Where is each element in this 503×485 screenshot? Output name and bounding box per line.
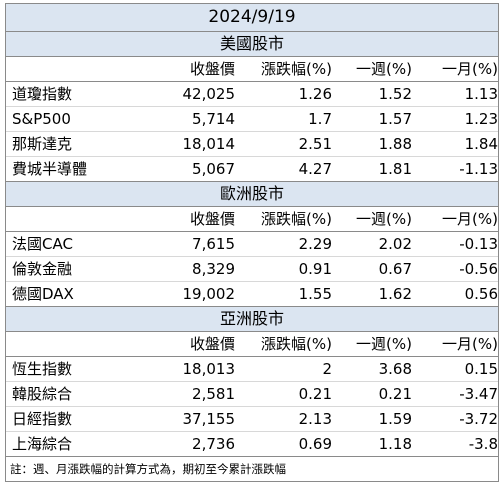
header-change: 漲跌幅(%) xyxy=(261,60,332,78)
header-month: 一月(%) xyxy=(442,335,498,353)
header-close: 收盤價 xyxy=(189,210,235,228)
index-name: 德國DAX xyxy=(12,285,74,303)
index-name: 法國CAC xyxy=(12,235,73,253)
week-value: 1.52 xyxy=(378,85,412,103)
table-row: 那斯達克 18,014 2.51 1.88 1.84 xyxy=(6,132,498,157)
week-value: 1.81 xyxy=(378,160,412,178)
column-header-row: 收盤價 漲跌幅(%) 一週(%) 一月(%) xyxy=(6,207,498,232)
header-blank xyxy=(6,332,134,356)
close-value: 37,155 xyxy=(182,410,236,428)
close-value: 8,329 xyxy=(192,260,235,278)
column-header-row: 收盤價 漲跌幅(%) 一週(%) 一月(%) xyxy=(6,332,498,357)
table-row: 法國CAC 7,615 2.29 2.02 -0.13 xyxy=(6,232,498,257)
index-name: 倫敦金融 xyxy=(12,260,73,278)
table-row: 恆生指數 18,013 2 3.68 0.15 xyxy=(6,357,498,382)
month-value: -1.13 xyxy=(459,160,498,178)
week-value: 1.18 xyxy=(378,435,412,453)
index-name: 上海綜合 xyxy=(12,435,73,453)
table-row: 德國DAX 19,002 1.55 1.62 0.56 xyxy=(6,282,498,306)
week-value: 1.57 xyxy=(378,110,412,128)
header-week: 一週(%) xyxy=(356,335,412,353)
week-value: 2.02 xyxy=(378,235,412,253)
header-blank xyxy=(6,57,134,81)
month-value: -3.47 xyxy=(459,385,498,403)
section-title-europe: 歐洲股市 xyxy=(6,181,498,207)
index-name: 那斯達克 xyxy=(12,135,73,153)
table-row: S&P500 5,714 1.7 1.57 1.23 xyxy=(6,107,498,132)
month-value: -3.8 xyxy=(468,435,498,453)
index-name: 韓股綜合 xyxy=(12,385,73,403)
close-value: 5,714 xyxy=(192,110,235,128)
section-title-asia: 亞洲股市 xyxy=(6,306,498,332)
week-value: 0.67 xyxy=(378,260,412,278)
month-value: -0.13 xyxy=(459,235,498,253)
header-change: 漲跌幅(%) xyxy=(261,335,332,353)
change-value: 1.7 xyxy=(308,110,332,128)
index-name: 恆生指數 xyxy=(12,360,73,378)
change-value: 1.26 xyxy=(298,85,332,103)
month-value: 1.84 xyxy=(464,135,498,153)
close-value: 2,581 xyxy=(192,385,235,403)
close-value: 18,014 xyxy=(182,135,236,153)
week-value: 0.21 xyxy=(378,385,412,403)
header-change: 漲跌幅(%) xyxy=(261,210,332,228)
market-table: 2024/9/19 美國股市 收盤價 漲跌幅(%) 一週(%) 一月(%) 道瓊… xyxy=(5,3,499,482)
header-month: 一月(%) xyxy=(442,60,498,78)
change-value: 4.27 xyxy=(298,160,332,178)
section-title-us: 美國股市 xyxy=(6,32,498,57)
change-value: 2.51 xyxy=(298,135,332,153)
column-header-row: 收盤價 漲跌幅(%) 一週(%) 一月(%) xyxy=(6,57,498,82)
header-week: 一週(%) xyxy=(356,210,412,228)
table-row: 費城半導體 5,067 4.27 1.81 -1.13 xyxy=(6,157,498,181)
header-week: 一週(%) xyxy=(356,60,412,78)
week-value: 3.68 xyxy=(378,360,412,378)
header-close: 收盤價 xyxy=(189,60,235,78)
month-value: -0.56 xyxy=(459,260,498,278)
table-row: 韓股綜合 2,581 0.21 0.21 -3.47 xyxy=(6,382,498,407)
change-value: 2.29 xyxy=(298,235,332,253)
week-value: 1.62 xyxy=(378,285,412,303)
header-month: 一月(%) xyxy=(442,210,498,228)
index-name: 日經指數 xyxy=(12,410,73,428)
month-value: -3.72 xyxy=(459,410,498,428)
change-value: 0.91 xyxy=(298,260,332,278)
close-value: 2,736 xyxy=(192,435,235,453)
header-blank xyxy=(6,207,134,231)
change-value: 2.13 xyxy=(298,410,332,428)
week-value: 1.88 xyxy=(378,135,412,153)
week-value: 1.59 xyxy=(378,410,412,428)
change-value: 0.69 xyxy=(298,435,332,453)
table-row: 倫敦金融 8,329 0.91 0.67 -0.56 xyxy=(6,257,498,282)
close-value: 7,615 xyxy=(192,235,235,253)
change-value: 1.55 xyxy=(298,285,332,303)
table-row: 日經指數 37,155 2.13 1.59 -3.72 xyxy=(6,407,498,432)
month-value: 1.13 xyxy=(464,85,498,103)
table-title: 2024/9/19 xyxy=(6,4,498,32)
table-row: 道瓊指數 42,025 1.26 1.52 1.13 xyxy=(6,82,498,107)
month-value: 0.56 xyxy=(464,285,498,303)
table-row: 上海綜合 2,736 0.69 1.18 -3.8 xyxy=(6,432,498,456)
month-value: 1.23 xyxy=(464,110,498,128)
footnote: 註：週、月漲跌幅的計算方式為，期初至今累計漲跌幅 xyxy=(6,456,498,481)
index-name: S&P500 xyxy=(12,110,71,128)
index-name: 道瓊指數 xyxy=(12,85,73,103)
month-value: 0.15 xyxy=(464,360,498,378)
close-value: 42,025 xyxy=(182,85,236,103)
change-value: 0.21 xyxy=(298,385,332,403)
close-value: 5,067 xyxy=(192,160,235,178)
index-name: 費城半導體 xyxy=(12,160,88,178)
close-value: 18,013 xyxy=(182,360,236,378)
close-value: 19,002 xyxy=(182,285,236,303)
change-value: 2 xyxy=(322,360,332,378)
header-close: 收盤價 xyxy=(189,335,235,353)
